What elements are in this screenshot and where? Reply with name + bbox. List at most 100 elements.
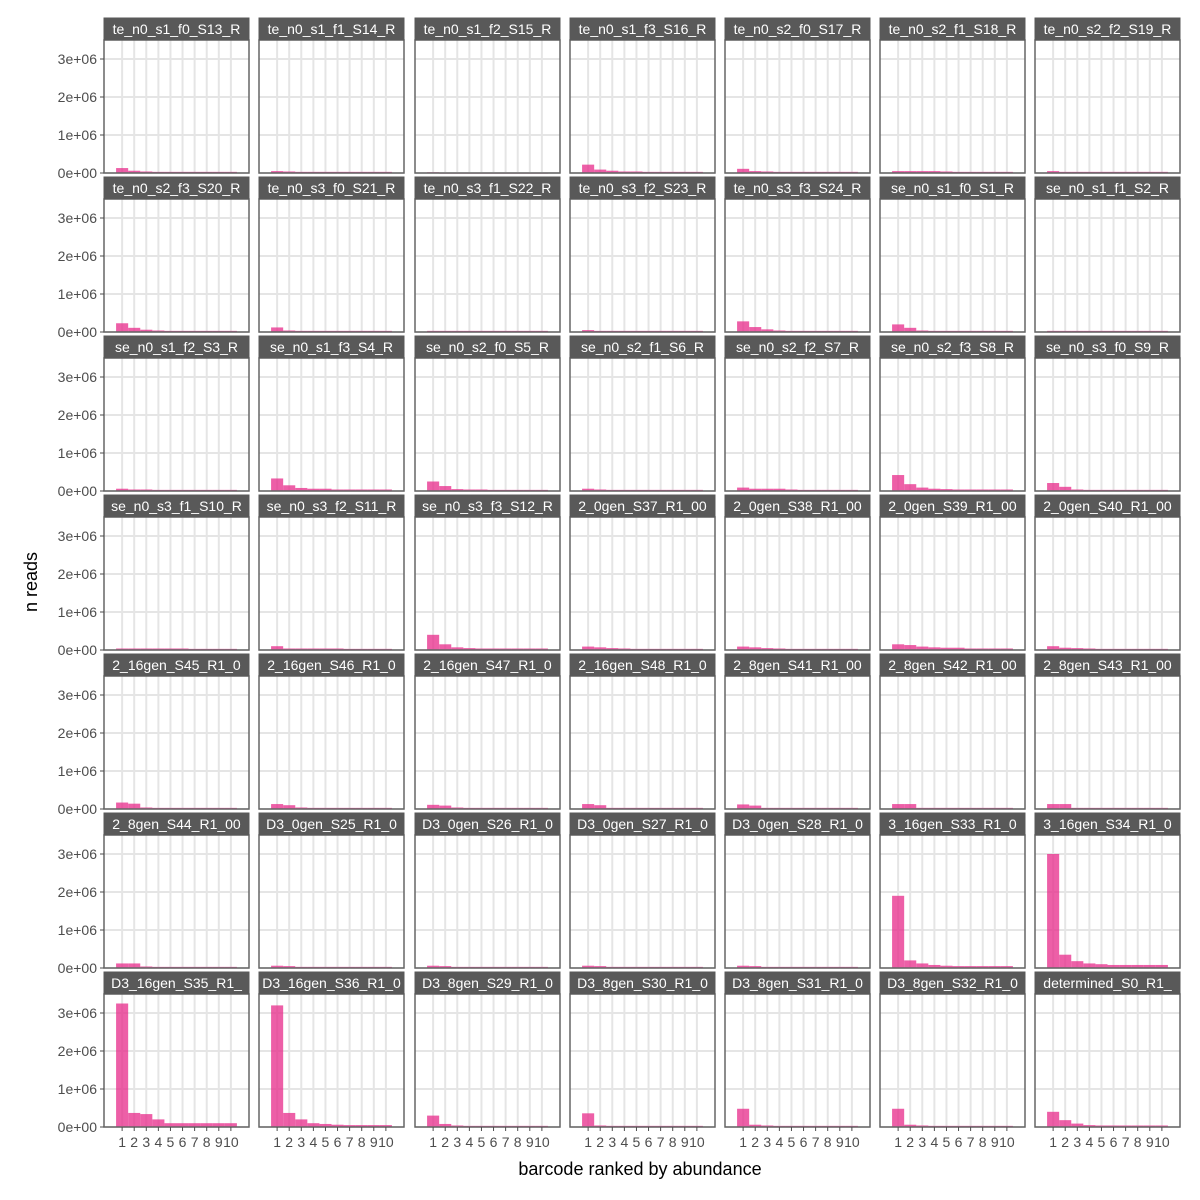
facet-label: te_n0_s2_f2_S19_R	[1044, 21, 1172, 37]
panel-background	[880, 358, 1025, 491]
panel-background	[570, 994, 715, 1127]
x-tick-label: 9	[991, 1134, 999, 1150]
facet-panel: te_n0_s3_f3_S24_R	[724, 176, 871, 333]
facet-label: 2_0gen_S37_R1_00	[578, 498, 707, 514]
x-tick-label: 3	[918, 1134, 926, 1150]
facet-panel: 2_16gen_S48_R1_0	[569, 653, 716, 810]
x-tick-label: 5	[478, 1134, 486, 1150]
bar	[904, 171, 917, 173]
facet-strip	[724, 335, 871, 359]
y-tick-label: 2e+06	[58, 884, 98, 900]
facet-panel: determined_S0_R1_ 1 2 3 4 5 6 7 8 9 10	[1034, 971, 1181, 1150]
bar	[892, 324, 905, 332]
bar	[1047, 1111, 1060, 1127]
facet-label: D3_8gen_S31_R1_0	[732, 975, 863, 991]
facet-panel: 2_16gen_S45_R1_0 0e+00 1e+06 2e+06 3e+06	[58, 653, 250, 817]
x-tick-label: 10	[1154, 1134, 1170, 1150]
facet-panel: D3_8gen_S30_R1_0 1 2 3 4 5 6 7 8 9 10	[569, 971, 716, 1150]
facet-label: te_n0_s1_f3_S16_R	[579, 21, 707, 37]
x-tick-label: 8	[203, 1134, 211, 1150]
x-tick-label: 8	[824, 1134, 832, 1150]
facet-panel: D3_16gen_S35_R1_ 0e+00 1e+06 2e+06 3e+06 1 2 3 4…	[58, 971, 250, 1150]
bar	[940, 647, 953, 650]
facet-strip	[1034, 653, 1181, 677]
bar	[916, 330, 929, 332]
x-tick-label: 1	[894, 1134, 902, 1150]
facet-strip	[569, 971, 716, 995]
facet-strip	[724, 812, 871, 836]
bar	[116, 488, 129, 491]
bar	[594, 647, 607, 650]
bar	[964, 489, 977, 491]
facet-strip	[103, 17, 250, 41]
bar	[1059, 486, 1072, 491]
bar	[976, 648, 989, 650]
bar	[140, 171, 153, 173]
bar	[343, 1125, 356, 1127]
bar	[164, 1123, 177, 1127]
facet-panel: D3_0gen_S28_R1_0	[724, 812, 871, 969]
facet-strip	[103, 176, 250, 200]
facet-panel: D3_8gen_S31_R1_0 1 2 3 4 5 6 7 8 9 10	[724, 971, 871, 1150]
x-axis-title: barcode ranked by abundance	[518, 1159, 761, 1179]
facet-panel: se_n0_s1_f2_S3_R 0e+00 1e+06 2e+06 3e+06	[58, 335, 250, 499]
facet-label: D3_16gen_S35_R1_	[111, 975, 242, 991]
bar	[952, 647, 965, 650]
facet-panel: D3_0gen_S25_R1_0	[258, 812, 405, 969]
panel-background	[725, 994, 870, 1127]
bar	[1047, 804, 1060, 809]
bar	[737, 487, 750, 491]
facet-label: se_n0_s1_f2_S3_R	[115, 339, 238, 355]
facet-strip	[569, 812, 716, 836]
bar	[928, 964, 941, 968]
facet-label: se_n0_s2_f3_S8_R	[891, 339, 1014, 355]
y-tick-label: 2e+06	[58, 566, 98, 582]
panel-background	[104, 835, 249, 968]
facet-label: D3_0gen_S26_R1_0	[422, 816, 553, 832]
facet-label: 2_8gen_S42_R1_00	[888, 657, 1017, 673]
y-tick-label: 1e+06	[58, 127, 98, 143]
facet-panel: te_n0_s3_f0_S21_R	[258, 176, 405, 333]
panel-background	[570, 517, 715, 650]
facet-strip	[569, 653, 716, 677]
bar	[295, 487, 308, 491]
x-tick-label: 4	[309, 1134, 317, 1150]
bar	[916, 171, 929, 173]
facet-panel: te_n0_s1_f2_S15_R	[414, 17, 561, 174]
x-tick-label: 2	[1061, 1134, 1069, 1150]
bar	[988, 489, 1001, 491]
bar	[271, 327, 284, 332]
facet-strip	[724, 176, 871, 200]
facet-label: determined_S0_R1_	[1043, 975, 1172, 991]
facet-panel: te_n0_s3_f2_S23_R	[569, 176, 716, 333]
y-tick-label: 2e+06	[58, 725, 98, 741]
bar	[904, 484, 917, 491]
bar	[128, 1112, 141, 1127]
x-tick-label: 5	[788, 1134, 796, 1150]
facet-label: 2_0gen_S39_R1_00	[888, 498, 1017, 514]
bar	[295, 1119, 308, 1127]
x-tick-label: 2	[751, 1134, 759, 1150]
facet-label: 2_0gen_S38_R1_00	[733, 498, 862, 514]
bar	[737, 321, 750, 332]
y-tick-label: 2e+06	[58, 1043, 98, 1059]
bar	[1119, 1125, 1132, 1127]
bar	[761, 488, 774, 491]
x-tick-label: 4	[154, 1134, 162, 1150]
bar	[594, 169, 607, 173]
bar	[1095, 964, 1108, 968]
facet-label: 3_16gen_S34_R1_0	[1043, 816, 1172, 832]
x-tick-label: 5	[322, 1134, 330, 1150]
panel-background	[880, 40, 1025, 173]
x-tick-label: 7	[812, 1134, 820, 1150]
y-tick-label: 3e+06	[58, 846, 98, 862]
bar	[128, 803, 141, 809]
bar	[594, 805, 607, 809]
facet-label: D3_8gen_S32_R1_0	[887, 975, 1018, 991]
facet-panel: se_n0_s1_f3_S4_R	[258, 335, 405, 492]
y-tick-label: 0e+00	[58, 801, 98, 817]
x-tick-label: 6	[955, 1134, 963, 1150]
x-tick-label: 4	[930, 1134, 938, 1150]
bar	[1107, 1125, 1120, 1127]
